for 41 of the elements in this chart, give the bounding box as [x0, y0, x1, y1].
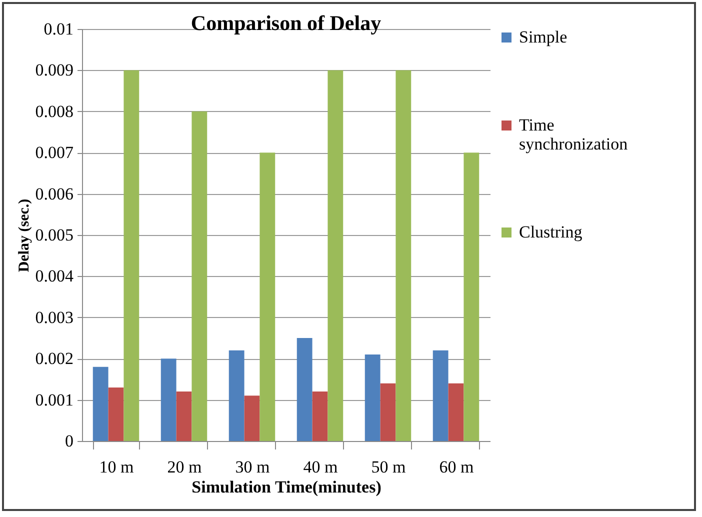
- bar: [396, 70, 412, 441]
- y-tick-label: 0.003: [35, 308, 74, 327]
- y-tick-label: 0.007: [35, 143, 74, 162]
- x-tick-label: 30 m: [235, 458, 270, 476]
- x-tick-label: 20 m: [167, 458, 202, 476]
- bar: [328, 70, 344, 441]
- y-tick-label: 0.009: [35, 60, 74, 80]
- y-tick-label: 0.002: [35, 349, 74, 368]
- legend-label: Clustring: [519, 222, 583, 242]
- y-axis-title: Delay (sec.): [16, 198, 32, 272]
- bar: [296, 338, 312, 441]
- bar: [312, 392, 328, 441]
- bar: [364, 354, 380, 441]
- bar: [160, 358, 176, 441]
- bar: [176, 392, 192, 441]
- x-tick-label: 40 m: [303, 458, 338, 476]
- y-tick-label: 0.004: [35, 266, 74, 286]
- bar: [432, 350, 448, 441]
- y-tick-label: 0.006: [35, 184, 74, 204]
- bar: [92, 366, 108, 441]
- y-tick-label: 0.008: [35, 102, 74, 121]
- bar: [124, 70, 140, 441]
- bar: [464, 152, 480, 441]
- y-tick-label: 0.001: [35, 390, 74, 410]
- y-tick-label: 0.01: [44, 20, 74, 38]
- y-tick-label: 0.005: [35, 226, 74, 244]
- legend-label: Time synchronization: [519, 116, 628, 154]
- x-axis-title: Simulation Time(minutes): [192, 478, 382, 496]
- bar: [260, 152, 276, 441]
- bar: [108, 387, 124, 441]
- x-tick-label: 60 m: [439, 458, 474, 476]
- bar: [192, 111, 208, 441]
- bar: [244, 396, 260, 441]
- x-tick-label: 10 m: [99, 458, 134, 476]
- bar: [228, 350, 244, 441]
- bar: [448, 383, 464, 441]
- legend-label: Simple: [519, 28, 568, 46]
- y-tick-label: 0: [65, 432, 74, 450]
- x-tick-label: 50 m: [371, 458, 406, 476]
- bar: [380, 383, 396, 441]
- chart-title: Comparison of Delay: [190, 11, 382, 35]
